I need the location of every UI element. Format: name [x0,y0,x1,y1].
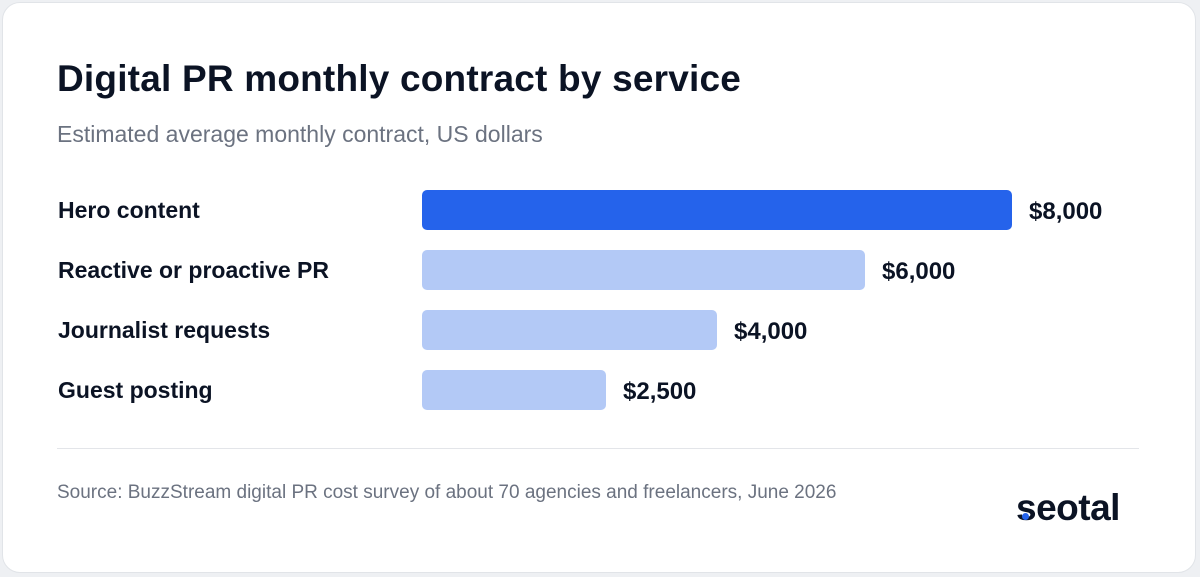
seotal-logo: seotal [1016,487,1120,528]
chart-subtitle: Estimated average monthly contract, US d… [57,121,543,147]
chart-title: Digital PR monthly contract by service [57,58,742,99]
source-note: Source: BuzzStream digital PR cost surve… [57,482,837,503]
value-label: $4,000 [734,318,807,345]
category-label: Journalist requests [58,317,270,343]
value-label: $8,000 [1029,198,1102,225]
bar [422,250,865,290]
category-label: Reactive or proactive PR [58,257,329,283]
logo-accent-dot [1022,513,1029,520]
bar [422,190,1012,230]
bar [422,310,717,350]
divider [57,448,1139,449]
value-label: $6,000 [882,258,955,285]
bar [422,370,606,410]
category-label: Hero content [58,197,200,223]
value-label: $2,500 [623,378,696,405]
bar-chart: Hero content $8,000 Reactive or proactive … [58,190,1102,410]
category-label: Guest posting [58,377,213,403]
